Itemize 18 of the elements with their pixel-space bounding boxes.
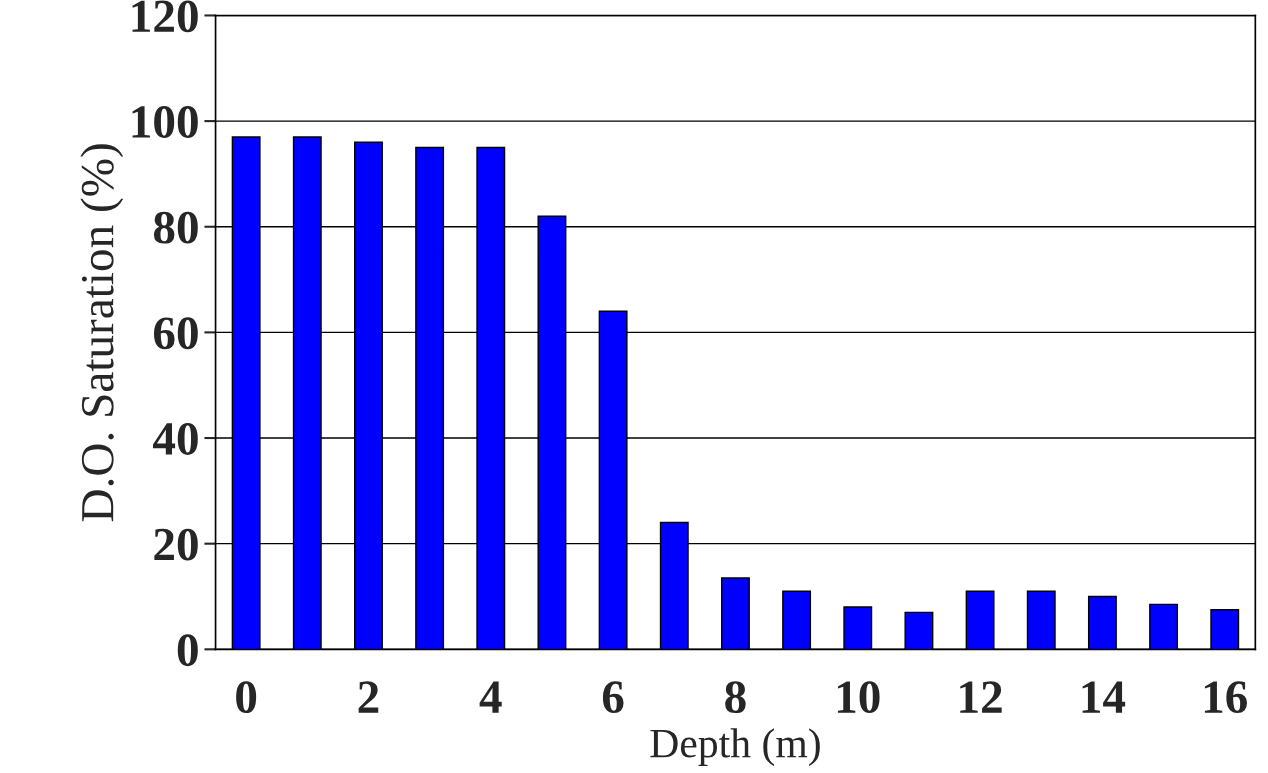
y-tick-label: 40 [153,423,198,455]
x-tick-label: 8 [725,681,746,714]
x-tick-label: 16 [1204,681,1247,714]
x-axis-title: Depth (m) [650,728,820,767]
x-tick-label: 4 [479,681,502,713]
y-tick-label: 100 [132,106,198,138]
x-tick-label: 6 [602,681,624,714]
y-tick-label: 0 [177,634,198,667]
x-tick-label: 0 [236,681,257,714]
x-tick-label: 12 [960,681,1002,713]
y-tick-label: 20 [154,528,198,561]
y-tick-label: 80 [153,211,198,244]
x-tick-label: 2 [358,681,379,713]
y-tick-label: 60 [153,317,198,350]
x-tick-label: 10 [837,681,880,714]
x-tick-label: 14 [1082,681,1126,713]
y-axis-title: D.O. Saturation (%) [80,144,124,522]
y-tick-label: 120 [132,0,198,33]
